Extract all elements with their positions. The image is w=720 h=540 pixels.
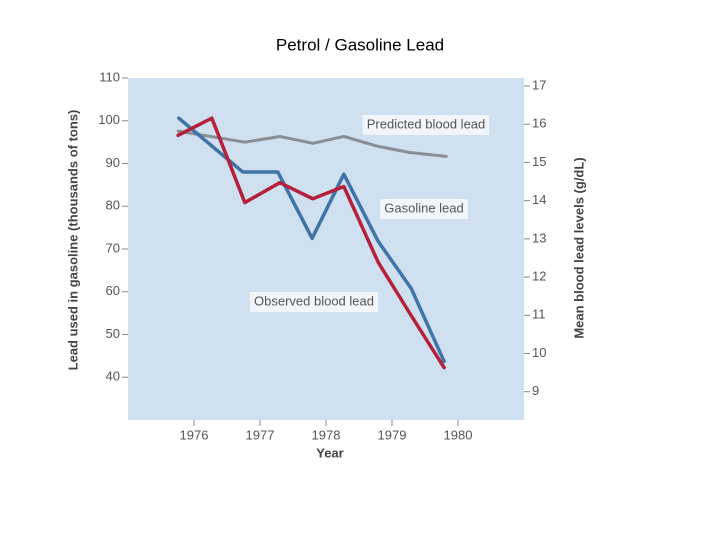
y-tick-label: 70 [106,240,120,255]
series-label: Gasoline lead [384,200,464,215]
y-tick-label: 50 [106,326,120,341]
y2-axis-label: Mean blood lead levels (g/dL) [571,157,586,338]
y2-tick-label: 15 [532,154,546,169]
x-tick-label: 1980 [444,427,473,442]
series-line [176,116,446,370]
y-axis-label: Lead used in gasoline (thousands of tons… [65,110,80,371]
y2-tick-label: 17 [532,77,546,92]
y2-tick-label: 16 [532,116,546,131]
y2-tick-label: 9 [532,383,539,398]
y-tick-label: 40 [106,369,120,384]
series-label: Observed blood lead [254,293,374,308]
y2-tick-label: 12 [532,269,546,284]
series-label: Predicted blood lead [367,116,486,131]
series-line [176,129,448,158]
y-tick-label: 110 [99,69,120,84]
y-tick-label: 60 [106,283,120,298]
series-label-box [380,199,468,219]
y-tick-label: 100 [98,112,120,127]
y2-tick-label: 10 [532,345,546,360]
y2-tick-label: 13 [532,230,546,245]
y-tick-label: 90 [106,155,120,170]
series-label-box [250,292,378,312]
series-line [177,116,446,364]
x-tick-label: 1976 [180,427,209,442]
x-tick-label: 1978 [312,427,341,442]
x-axis-label: Year [316,445,343,460]
y2-tick-label: 14 [532,192,546,207]
x-tick-label: 1979 [378,427,407,442]
y2-tick-label: 11 [532,307,546,322]
series-label-box [362,115,490,135]
chart-title: Petrol / Gasoline Lead [276,35,444,54]
y-tick-label: 80 [106,198,120,213]
x-tick-label: 1977 [246,427,275,442]
